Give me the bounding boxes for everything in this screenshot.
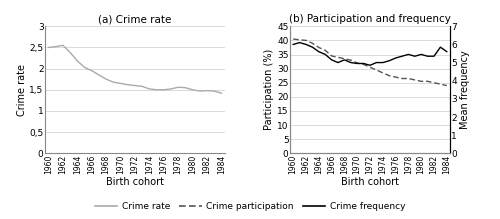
Legend: Crime rate, Crime participation, Crime frequency: Crime rate, Crime participation, Crime f…: [91, 198, 409, 214]
Y-axis label: Participation (%): Participation (%): [264, 49, 274, 131]
X-axis label: Birth cohort: Birth cohort: [341, 177, 399, 187]
Title: (a) Crime rate: (a) Crime rate: [98, 14, 172, 24]
Y-axis label: Mean frequency: Mean frequency: [460, 50, 470, 129]
X-axis label: Birth cohort: Birth cohort: [106, 177, 164, 187]
Y-axis label: Crime rate: Crime rate: [16, 64, 26, 116]
Title: (b) Participation and frequency: (b) Participation and frequency: [289, 14, 451, 24]
